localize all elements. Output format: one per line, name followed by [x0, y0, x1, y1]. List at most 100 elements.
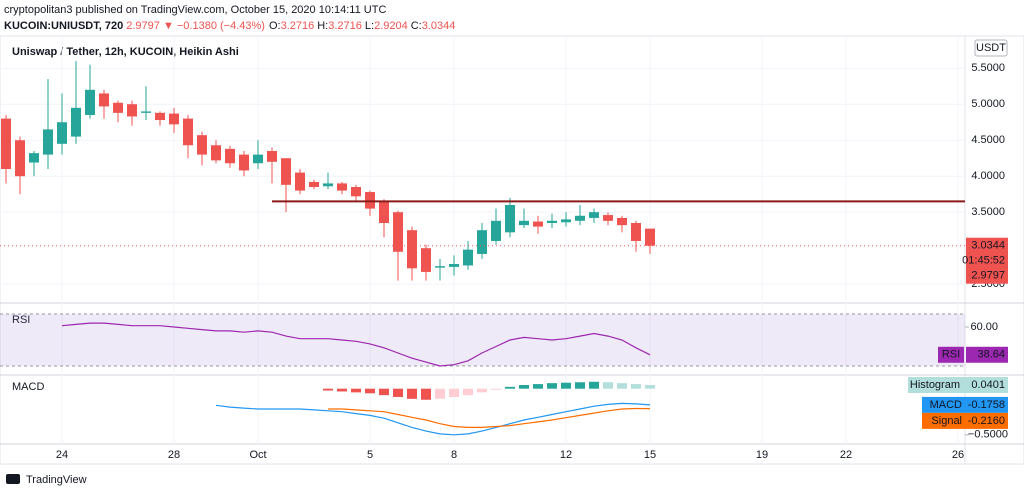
candle-body	[491, 220, 502, 241]
candle-body	[449, 264, 460, 267]
brand-name: TradingView	[26, 474, 87, 486]
x-tick-label: 12	[560, 449, 572, 461]
ohlc-label: H:	[317, 20, 328, 32]
series-legend: MACD	[930, 399, 962, 411]
x-tick-label: 26	[952, 449, 964, 461]
rsi-band	[0, 313, 965, 367]
candle-body	[295, 172, 306, 191]
histogram-bar	[379, 388, 390, 396]
candle-body	[253, 154, 264, 164]
rsi-legend: RSI	[942, 349, 960, 361]
candle-body	[239, 154, 250, 171]
candle-body	[141, 111, 152, 113]
y-tick-label: 4.0000	[971, 170, 1005, 182]
candle-body	[519, 220, 530, 226]
series-legend-box	[922, 396, 1008, 413]
price-label-box	[966, 237, 1008, 284]
histogram-bar	[393, 388, 404, 397]
candle-body	[351, 186, 362, 197]
x-tick-label: 22	[840, 449, 852, 461]
y-tick-label: −0.5000	[968, 429, 1008, 441]
x-tick-label: Oct	[249, 449, 266, 461]
candle-body	[1, 118, 12, 169]
histogram-bar	[533, 384, 544, 389]
histogram-bar	[477, 388, 488, 393]
histogram-bar	[561, 382, 572, 389]
histogram-bar	[645, 384, 656, 389]
ohlc-value: 2.9204	[374, 20, 408, 32]
candle-body	[183, 118, 194, 146]
rsi-label-box	[938, 346, 964, 363]
symbol-line: KUCOIN:UNIUSDT, 720 2.9797 ▼ −0.1380 (−4…	[4, 20, 455, 32]
candle-body	[15, 140, 26, 177]
chart-title: Uniswap / Tether, 12h, KUCOIN, Heikin As…	[12, 46, 239, 58]
histogram-bar	[547, 383, 558, 389]
candle-body	[561, 219, 572, 223]
histogram-bar	[505, 386, 516, 389]
histogram-bar	[435, 388, 446, 399]
candle-body	[337, 183, 348, 191]
ohlc-value: 3.2716	[328, 20, 362, 32]
currency: USDT	[976, 42, 1006, 54]
x-tick-label: 19	[756, 449, 768, 461]
candle-body	[43, 129, 54, 155]
candle-body	[323, 183, 334, 187]
candle-body	[211, 145, 222, 161]
candle-body	[617, 217, 628, 226]
candle-body	[463, 249, 474, 266]
histogram-legend: Histogram	[910, 379, 960, 391]
ohlc-value: 3.0344	[422, 20, 456, 32]
candle-body	[29, 153, 40, 163]
y-tick-label: 60.00	[970, 321, 998, 333]
macd-line	[328, 407, 651, 428]
brand-logo	[6, 474, 20, 484]
macd-title: MACD	[12, 381, 44, 393]
series-legend: Signal	[931, 415, 962, 427]
candle-body	[113, 102, 124, 113]
histogram-value: 0.0401	[971, 379, 1005, 391]
rsi-value-box	[966, 346, 1008, 363]
candle-body	[603, 215, 614, 221]
candle-body	[631, 222, 642, 241]
candle-body	[281, 158, 292, 185]
candle-body	[57, 122, 68, 144]
ohlc-label: C:	[411, 20, 422, 32]
candle-body	[267, 151, 278, 162]
rsi-line	[61, 322, 651, 367]
ohlc-value: 3.2716	[281, 20, 315, 32]
y-tick-label: 5.0000	[971, 98, 1005, 110]
histogram-bar	[617, 383, 628, 389]
ohlc-label: O:	[269, 20, 281, 32]
countdown: 01:45:52	[962, 255, 1005, 267]
current-price: 2.9797	[971, 270, 1005, 282]
candle-body	[127, 104, 138, 117]
change: 2.9797 ▼ −0.1380 (−4.43%)	[123, 20, 265, 32]
x-tick-label: 5	[367, 449, 373, 461]
symbol: KUCOIN:UNIUSDT, 720	[4, 20, 123, 32]
candle-body	[169, 113, 180, 125]
candle-body	[309, 181, 320, 187]
histogram-bar	[491, 388, 502, 390]
chart-frame	[0, 35, 1024, 465]
brand: TradingView	[6, 474, 87, 486]
histogram-bar	[407, 388, 418, 399]
candle-body	[575, 215, 586, 221]
y-tick-label: 3.5000	[971, 206, 1005, 218]
histogram-bar	[351, 388, 362, 393]
rsi-value: 38.64	[977, 349, 1005, 361]
x-tick-label: 8	[451, 449, 457, 461]
candle-body	[71, 107, 82, 137]
candle-body	[197, 135, 208, 155]
candle-body	[99, 93, 110, 107]
candle-body	[407, 230, 418, 269]
histogram-bar	[631, 384, 642, 389]
candle-body	[225, 148, 236, 164]
candle-body	[477, 230, 488, 254]
histogram-legend-box	[908, 376, 1008, 393]
histogram-bar	[603, 382, 614, 389]
y-tick-label: 4.5000	[971, 134, 1005, 146]
series-legend-box	[922, 412, 1008, 429]
candle-body	[85, 89, 96, 116]
histogram-bar	[589, 381, 600, 389]
